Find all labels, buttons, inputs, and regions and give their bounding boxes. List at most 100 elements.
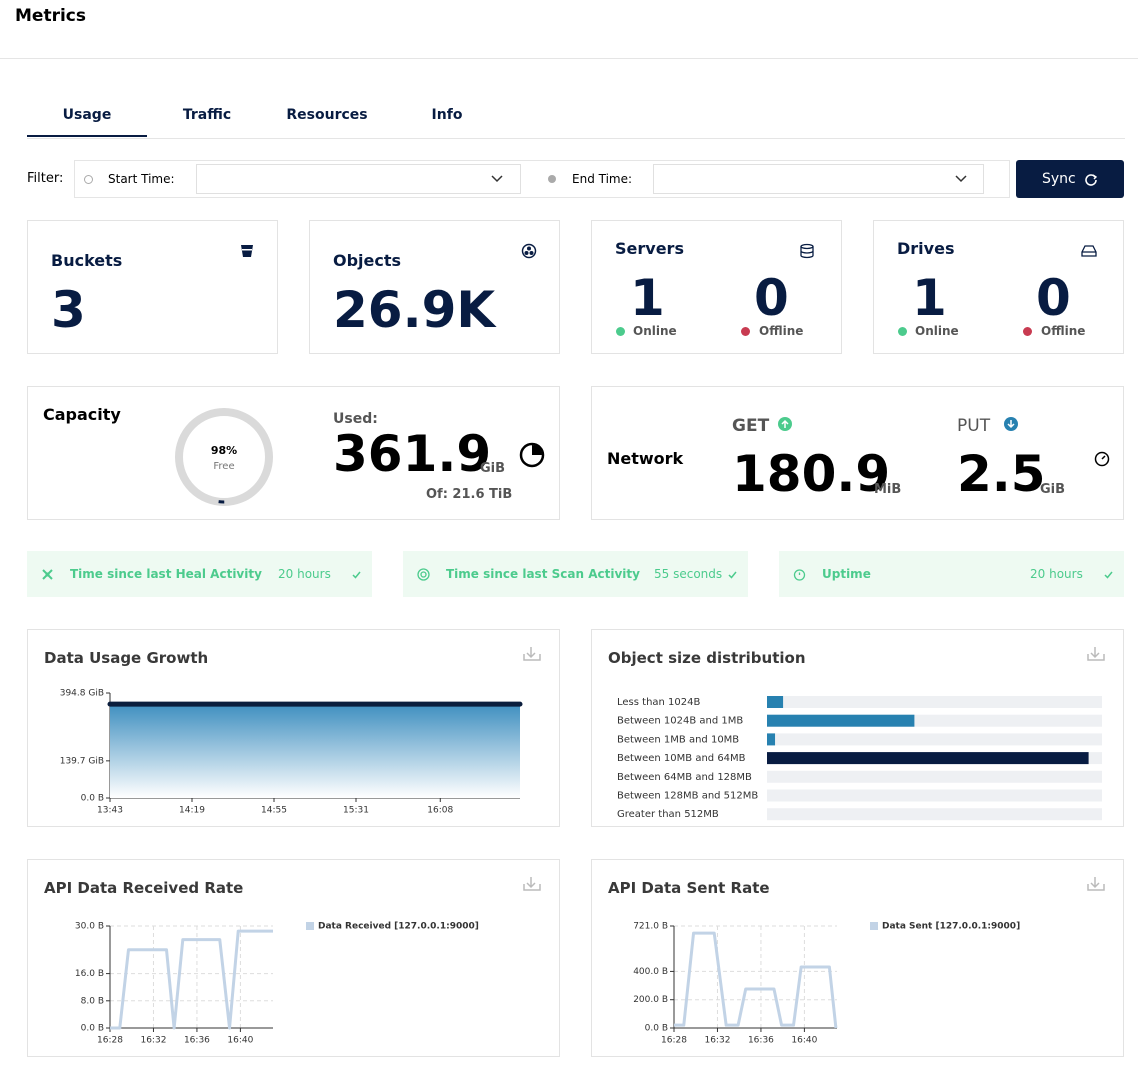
scan-icon — [417, 568, 430, 581]
x-tick-label: 16:08 — [427, 806, 453, 816]
legend-label: Data Received [127.0.0.1:9000] — [318, 922, 479, 932]
x-tick-label: 16:36 — [748, 1036, 774, 1046]
bar — [767, 714, 915, 727]
capacity-total: Of: 21.6 TiB — [426, 487, 513, 502]
offline-label: Offline — [759, 324, 804, 338]
bar-track — [767, 789, 1102, 802]
dropdown-arrow — [955, 175, 967, 183]
put-icon — [1004, 417, 1018, 431]
gauge-icon — [1094, 451, 1110, 467]
tab[interactable]: Usage — [62, 107, 112, 123]
tab[interactable]: Info — [431, 107, 463, 123]
y-tick-label: 30.0 B — [75, 922, 104, 932]
y-tick-label: 400.0 B — [633, 967, 668, 977]
tab-indicator — [27, 135, 147, 137]
chart: Less than 1024B Between 1024B and 1MB Betw… — [617, 647, 1105, 821]
bar-track — [767, 696, 1102, 708]
y-tick-label: 0.0 B — [81, 794, 104, 804]
capacity-ring — [175, 408, 273, 506]
start-time-select[interactable] — [196, 164, 521, 194]
legend-label: Data Sent [127.0.0.1:9000] — [882, 922, 1020, 932]
ring-track — [175, 408, 273, 506]
sync-button[interactable]: Sync — [1016, 160, 1124, 198]
activity-label: Uptime — [822, 567, 871, 581]
offline-label: Offline — [1041, 324, 1086, 338]
download-icon — [523, 647, 541, 661]
tabs-divider — [27, 138, 1125, 139]
clock-icon — [548, 175, 556, 183]
used-value: 361.9 — [333, 425, 492, 483]
filter-box — [74, 160, 1010, 198]
download-arrow — [523, 877, 541, 891]
dropdown-arrow — [491, 175, 503, 183]
card-title: Servers — [615, 239, 684, 258]
activity-value: 55 seconds — [654, 567, 723, 581]
category-label: Between 1MB and 10MB — [617, 734, 739, 745]
get-value: 180.9 — [732, 445, 891, 503]
tab[interactable]: Resources — [286, 107, 368, 123]
activity-label: Time since last Scan Activity — [446, 567, 640, 581]
used-unit: GiB — [480, 461, 506, 476]
chart-panel: Object size distribution Less than 1024B B… — [591, 629, 1124, 827]
put-unit: GiB — [1040, 482, 1066, 497]
y-tick-label: 8.0 B — [81, 996, 104, 1006]
drive-icon — [1081, 245, 1097, 257]
bar — [767, 752, 1089, 765]
card-title: Capacity — [43, 405, 121, 424]
online-dot — [616, 327, 625, 336]
activity-value: 20 hours — [278, 567, 331, 581]
y-tick-label: 0.0 B — [81, 1024, 104, 1034]
scan-activity: Time since last Scan Activity 55 seconds — [403, 551, 748, 597]
category-label: Between 10MB and 64MB — [617, 753, 746, 764]
clock-icon — [84, 175, 93, 184]
tab[interactable]: Traffic — [182, 107, 232, 123]
check-icon — [1104, 571, 1113, 579]
chart-panel: Data Usage Growth 394.8 GiB 139.7 GiB 0.0 B… — [27, 629, 560, 827]
filter-label: Filter: — [27, 171, 64, 186]
end-time-label: End Time: — [572, 172, 633, 186]
online-dot — [898, 327, 907, 336]
download-arrow — [1087, 877, 1105, 891]
line — [110, 929, 273, 1030]
start-time-label: Start Time: — [108, 172, 175, 186]
y-tick-label: 200.0 B — [633, 995, 668, 1005]
line — [674, 931, 838, 1029]
y-tick-label: 139.7 GiB — [60, 756, 104, 766]
online-label: Online — [915, 324, 959, 338]
category-label: Greater than 512MB — [617, 809, 719, 820]
offline-count: 0 — [1036, 269, 1071, 327]
page-title: Metrics — [15, 6, 86, 26]
x-tick-label: 16:40 — [791, 1036, 817, 1046]
chart: 394.8 GiB 139.7 GiB 0.0 B 13:43 14:19 14:55 15… — [60, 647, 541, 816]
bar — [767, 696, 784, 708]
card-title: Buckets — [51, 251, 123, 270]
chart-title: Object size distribution — [608, 649, 806, 667]
chart-title: Data Usage Growth — [44, 649, 209, 667]
free-label: Free — [213, 461, 235, 472]
put-value: 2.5 — [957, 445, 1046, 503]
chart: 721.0 B 400.0 B 200.0 B 0.0 B 16:28 16:32 16:3… — [633, 877, 1105, 1046]
network-card: Network GET 180.9 MiB PUT 2.5 GiB — [591, 386, 1124, 520]
server-icon — [800, 243, 814, 259]
sync-icon — [1085, 174, 1098, 186]
heal-icon — [42, 569, 53, 580]
card-title: Objects — [333, 251, 402, 270]
drives-card: Drives 1 Online 0 Offline — [873, 220, 1124, 354]
capacity-card: Capacity 98% Free Used: 361.9 GiB Of: 21… — [27, 386, 560, 520]
buckets-card: Buckets 3 — [27, 220, 278, 354]
offline-dot — [1023, 327, 1032, 336]
heal-activity: Time since last Heal Activity 20 hours — [27, 551, 372, 597]
chart-panel: API Data Received Rate 30.0 B 16.0 B 8.0 B 0… — [27, 859, 560, 1057]
card-value: 3 — [51, 281, 86, 339]
y-tick-label: 394.8 GiB — [60, 689, 104, 699]
get-unit: MiB — [874, 482, 902, 497]
uptime-icon — [793, 569, 806, 581]
end-time-select[interactable] — [653, 164, 984, 194]
area — [110, 704, 520, 798]
uptime: Uptime 20 hours — [779, 551, 1124, 597]
bucket-icon — [241, 245, 253, 257]
pie-icon — [519, 442, 545, 468]
card-title: Network — [607, 449, 684, 468]
x-tick-label: 16:32 — [140, 1036, 166, 1046]
